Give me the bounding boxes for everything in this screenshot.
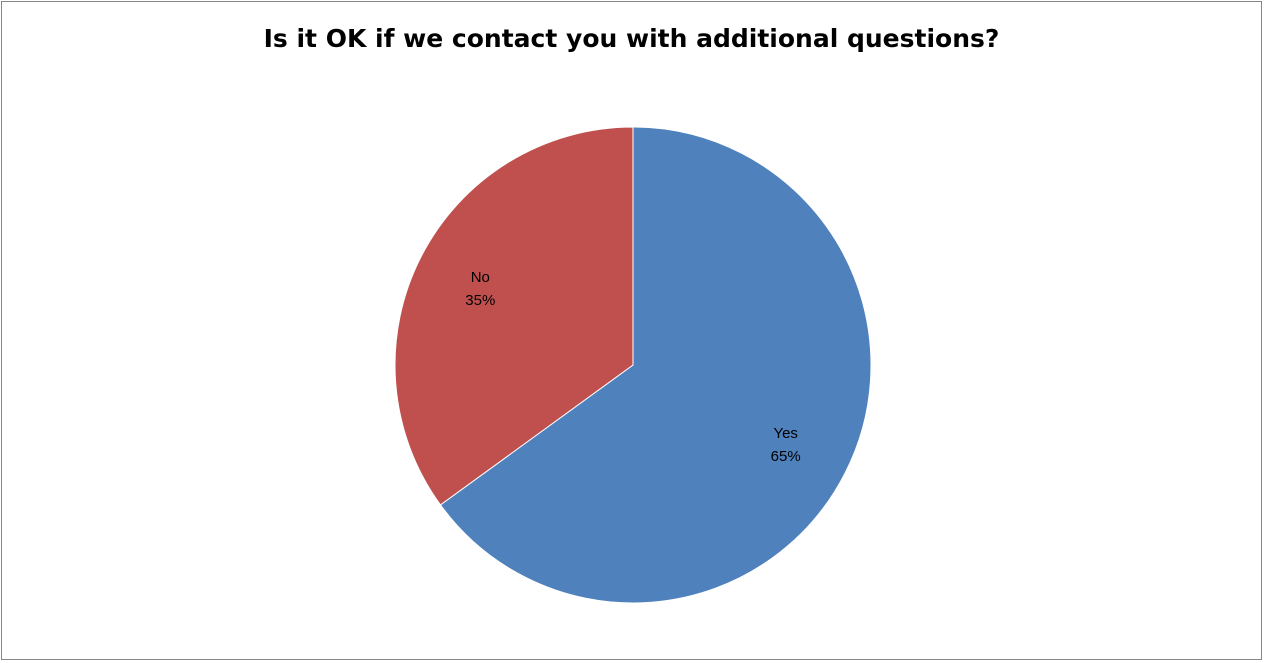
pie-slice-no: [394, 126, 634, 506]
slice-label-no: No: [471, 269, 490, 286]
chart-title: Is it OK if we contact you with addition…: [263, 24, 1000, 53]
pie-slice-yes: [439, 126, 872, 604]
slice-percent-no: 35%: [465, 292, 495, 309]
slice-label-yes: Yes: [773, 425, 797, 442]
slice-percent-yes: 65%: [771, 448, 801, 465]
